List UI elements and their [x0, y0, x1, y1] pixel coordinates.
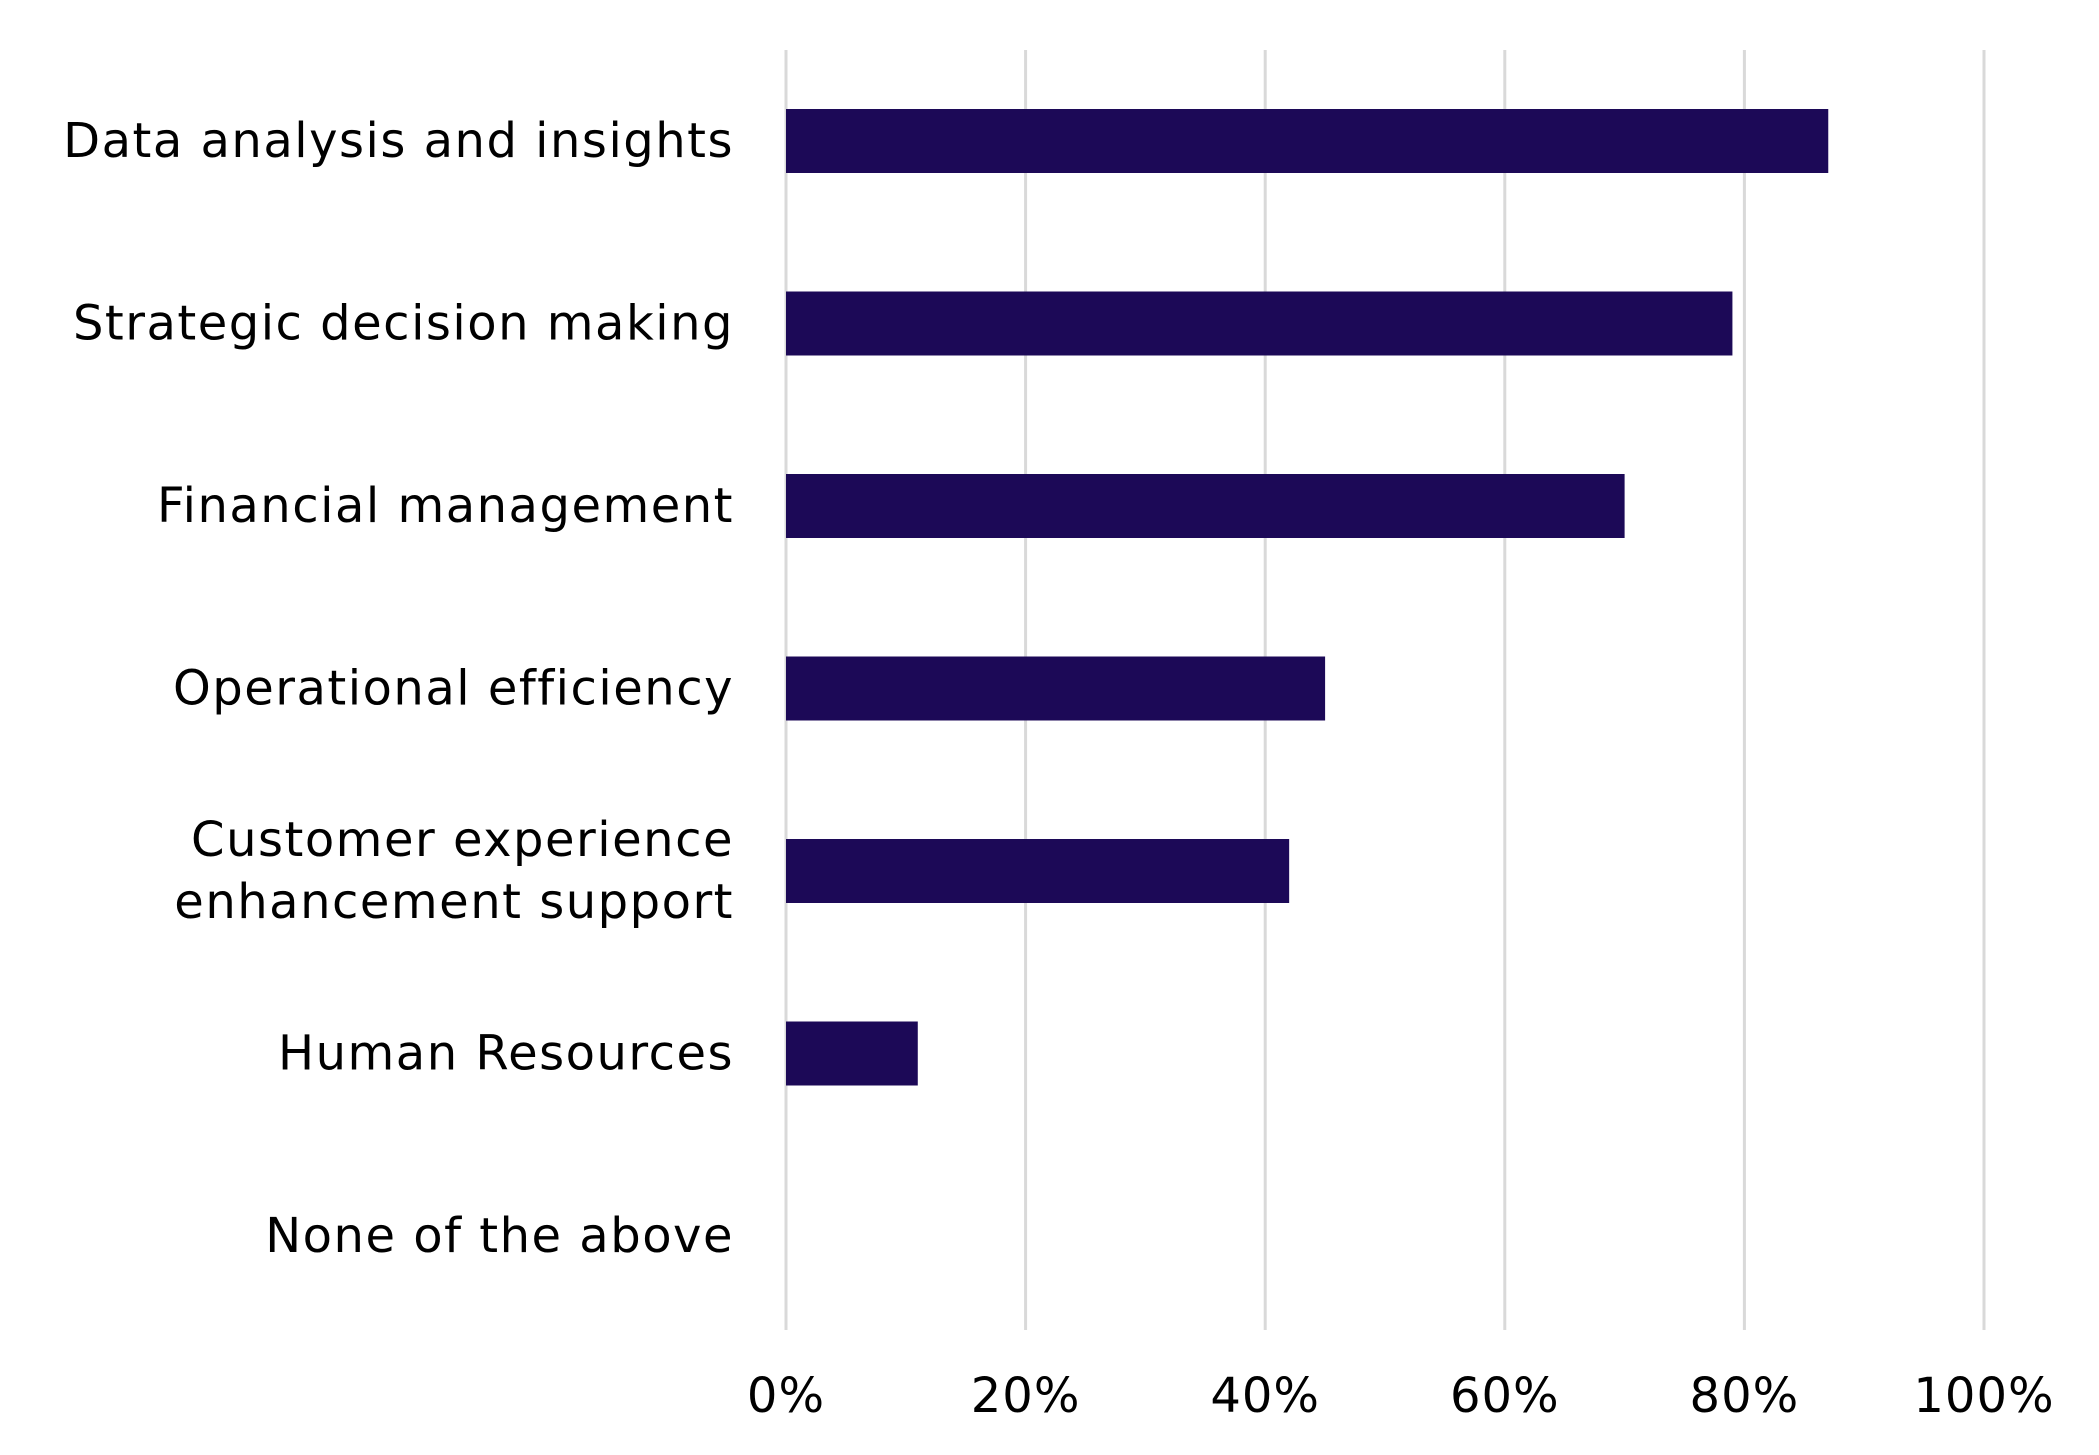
category-label: Financial management [157, 478, 734, 534]
category-label: Data analysis and insights [63, 113, 734, 169]
category-label: Customer experience enhancement support [174, 812, 734, 930]
x-axis-tick-labels: 0% 20% 40% 60% 80% 100% [747, 1368, 2054, 1424]
bar [786, 474, 1625, 538]
bar [786, 656, 1326, 721]
category-label: Human Resources [278, 1026, 734, 1082]
x-tick-label: 20% [971, 1368, 1081, 1424]
bar [786, 291, 1733, 356]
category-label: None of the above [265, 1208, 734, 1264]
category-label: Operational efficiency [173, 661, 734, 717]
category-label: Strategic decision making [73, 296, 734, 352]
bar [786, 839, 1290, 903]
bars [786, 109, 1829, 1086]
x-tick-label: 0% [747, 1368, 825, 1424]
bar [786, 1021, 918, 1086]
x-tick-label: 60% [1450, 1368, 1560, 1424]
x-tick-label: 40% [1210, 1368, 1320, 1424]
bar [786, 109, 1829, 173]
x-tick-label: 80% [1690, 1368, 1800, 1424]
x-tick-label: 100% [1913, 1368, 2054, 1424]
category-labels: Data analysis and insights Strategic deci… [63, 113, 734, 1264]
